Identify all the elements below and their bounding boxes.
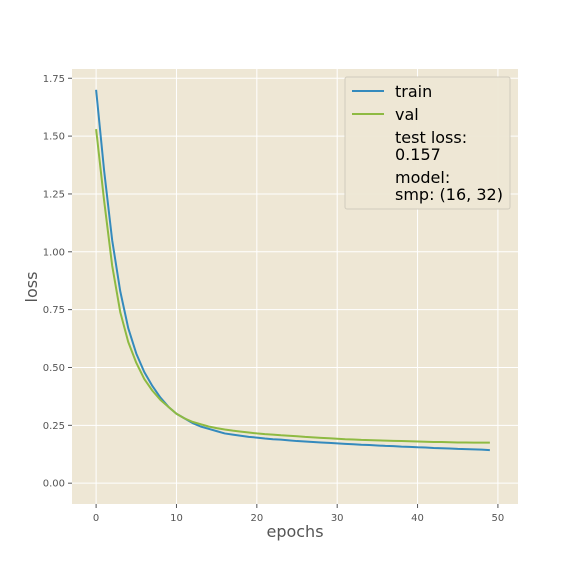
x-tick-label: 30 <box>331 513 344 524</box>
legend-label-val: val <box>395 105 419 124</box>
x-axis-label: epochs <box>266 522 323 541</box>
x-tick-label: 50 <box>492 513 505 524</box>
y-axis-ticks: 0.00 0.25 0.50 0.75 1.00 1.25 1.50 1.75 <box>43 74 72 490</box>
series-lines <box>95 89 490 452</box>
y-axis-label: loss <box>22 272 41 303</box>
legend-label-train: train <box>395 82 432 101</box>
legend-model-label: model: <box>395 168 450 187</box>
y-tick-label: 1.75 <box>43 74 65 85</box>
y-tick-label: 1.25 <box>43 189 65 200</box>
legend-model-value: smp: (16, 32) <box>395 185 503 204</box>
y-tick-label: 0.50 <box>43 363 65 374</box>
y-tick-label: 0.25 <box>43 421 65 432</box>
y-tick-label: 0.75 <box>43 305 65 316</box>
x-tick-label: 20 <box>250 513 263 524</box>
legend-test-loss-value: 0.157 <box>395 145 441 164</box>
x-axis-ticks: 0 10 20 30 40 50 <box>93 504 504 524</box>
legend-test-loss-label: test loss: <box>395 128 467 147</box>
x-tick-label: 40 <box>411 513 424 524</box>
x-tick-label: 0 <box>93 513 99 524</box>
legend: train val test loss: 0.157 model: smp: (… <box>344 76 511 210</box>
grid <box>72 69 518 504</box>
x-tick-label: 10 <box>170 513 183 524</box>
y-tick-label: 0.00 <box>43 479 65 490</box>
y-tick-label: 1.50 <box>43 132 65 143</box>
y-tick-label: 1.00 <box>43 247 65 258</box>
series-line-val <box>95 129 490 444</box>
legend-box <box>344 76 511 210</box>
series-line-train <box>95 89 490 452</box>
